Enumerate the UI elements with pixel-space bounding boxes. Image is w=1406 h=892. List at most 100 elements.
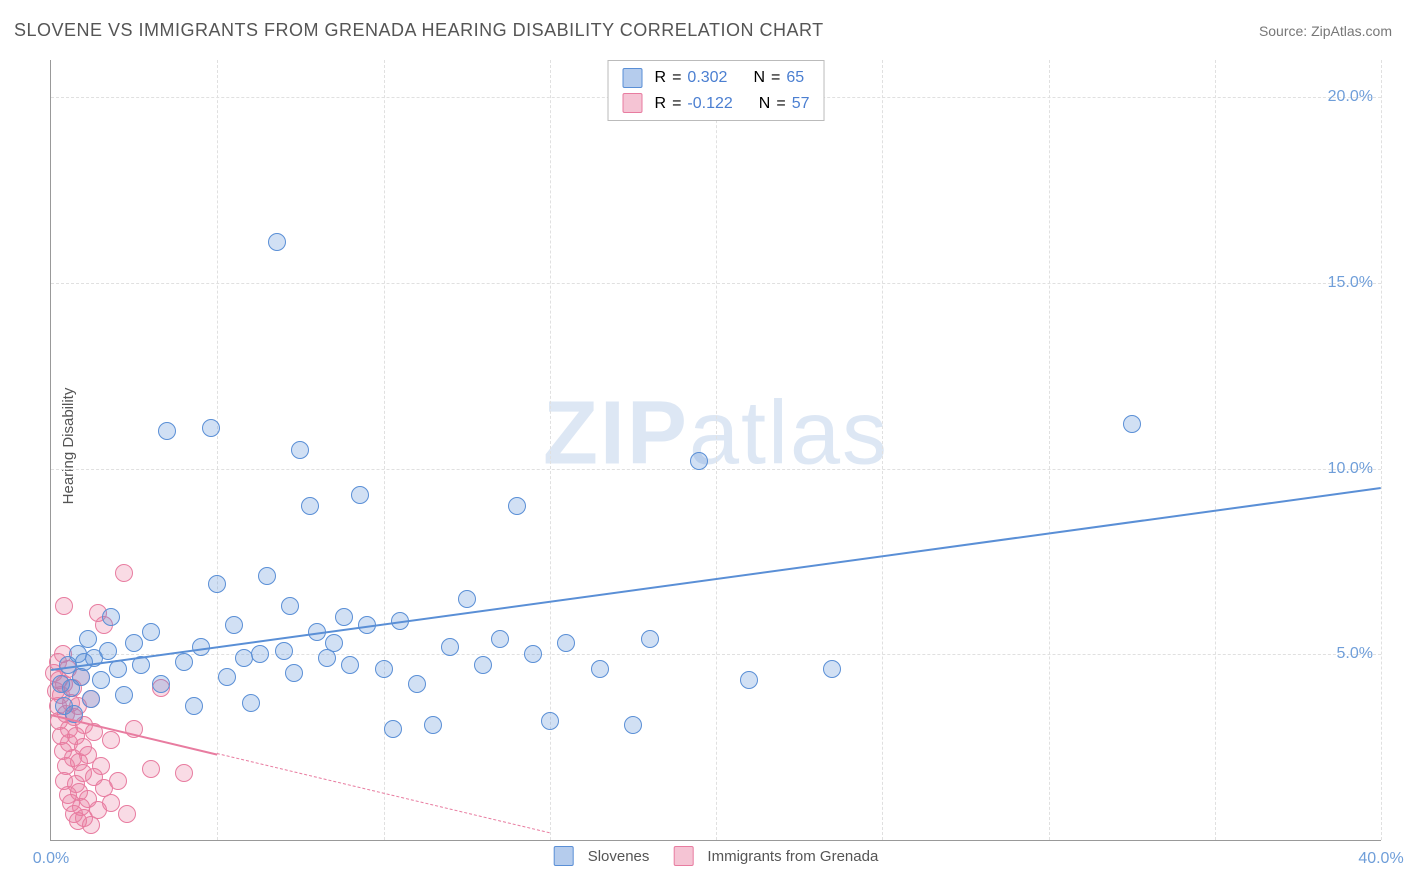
eq-sign: = — [672, 65, 681, 91]
series-legend: Slovenes Immigrants from Grenada — [554, 846, 879, 866]
data-point-slovenes — [740, 671, 758, 689]
data-point-slovenes — [218, 668, 236, 686]
data-point-slovenes — [335, 608, 353, 626]
scatter-plot-area: ZIPatlas R = 0.302 N = 65 R = -0.122 N =… — [50, 60, 1381, 841]
data-point-slovenes — [258, 567, 276, 585]
data-point-grenada — [109, 772, 127, 790]
data-point-slovenes — [474, 656, 492, 674]
data-point-slovenes — [823, 660, 841, 678]
data-point-grenada — [102, 731, 120, 749]
n-label: N — [759, 91, 771, 117]
data-point-slovenes — [384, 720, 402, 738]
eq-sign: = — [776, 91, 785, 117]
stats-row-grenada: R = -0.122 N = 57 — [623, 91, 810, 117]
y-tick-label: 10.0% — [1328, 460, 1373, 478]
gridline-v — [882, 60, 883, 840]
legend-item-grenada: Immigrants from Grenada — [673, 846, 878, 866]
data-point-slovenes — [1123, 415, 1141, 433]
gridline-v — [1381, 60, 1382, 840]
data-point-slovenes — [99, 642, 117, 660]
chart-header: SLOVENE VS IMMIGRANTS FROM GRENADA HEARI… — [14, 20, 1392, 41]
x-tick-label: 40.0% — [1358, 850, 1403, 868]
data-point-slovenes — [291, 441, 309, 459]
data-point-slovenes — [624, 716, 642, 734]
chart-title: SLOVENE VS IMMIGRANTS FROM GRENADA HEARI… — [14, 20, 824, 41]
gridline-v — [716, 60, 717, 840]
n-value-grenada: 57 — [792, 91, 810, 117]
data-point-slovenes — [208, 575, 226, 593]
eq-sign: = — [771, 65, 780, 91]
data-point-slovenes — [424, 716, 442, 734]
data-point-slovenes — [82, 690, 100, 708]
y-tick-label: 20.0% — [1328, 88, 1373, 106]
data-point-slovenes — [541, 712, 559, 730]
data-point-slovenes — [325, 634, 343, 652]
data-point-slovenes — [185, 697, 203, 715]
data-point-slovenes — [142, 623, 160, 641]
data-point-slovenes — [79, 630, 97, 648]
swatch-slovenes — [554, 846, 574, 866]
chart-source: Source: ZipAtlas.com — [1259, 23, 1392, 39]
data-point-slovenes — [557, 634, 575, 652]
legend-label-grenada: Immigrants from Grenada — [707, 848, 878, 865]
data-point-slovenes — [235, 649, 253, 667]
gridline-v — [217, 60, 218, 840]
stats-legend: R = 0.302 N = 65 R = -0.122 N = 57 — [608, 60, 825, 121]
eq-sign: = — [672, 91, 681, 117]
data-point-slovenes — [202, 419, 220, 437]
r-label: R — [655, 65, 667, 91]
legend-label-slovenes: Slovenes — [588, 848, 650, 865]
data-point-slovenes — [102, 608, 120, 626]
data-point-slovenes — [351, 486, 369, 504]
data-point-grenada — [55, 597, 73, 615]
data-point-slovenes — [441, 638, 459, 656]
data-point-grenada — [92, 757, 110, 775]
data-point-slovenes — [281, 597, 299, 615]
data-point-slovenes — [225, 616, 243, 634]
data-point-slovenes — [285, 664, 303, 682]
data-point-slovenes — [591, 660, 609, 678]
data-point-slovenes — [152, 675, 170, 693]
y-tick-label: 5.0% — [1337, 645, 1373, 663]
swatch-grenada — [673, 846, 693, 866]
r-value-grenada: -0.122 — [687, 91, 732, 117]
data-point-slovenes — [175, 653, 193, 671]
data-point-slovenes — [109, 660, 127, 678]
r-label: R — [655, 91, 667, 117]
data-point-slovenes — [301, 497, 319, 515]
data-point-slovenes — [508, 497, 526, 515]
data-point-grenada — [118, 805, 136, 823]
data-point-slovenes — [251, 645, 269, 663]
data-point-slovenes — [92, 671, 110, 689]
data-point-slovenes — [524, 645, 542, 663]
n-label: N — [753, 65, 765, 91]
data-point-slovenes — [268, 233, 286, 251]
x-tick-label: 0.0% — [33, 850, 69, 868]
data-point-grenada — [142, 760, 160, 778]
r-value-slovenes: 0.302 — [687, 65, 727, 91]
data-point-slovenes — [275, 642, 293, 660]
data-point-slovenes — [641, 630, 659, 648]
data-point-slovenes — [115, 686, 133, 704]
y-tick-label: 15.0% — [1328, 274, 1373, 292]
stats-row-slovenes: R = 0.302 N = 65 — [623, 65, 810, 91]
data-point-slovenes — [408, 675, 426, 693]
gridline-v — [1215, 60, 1216, 840]
gridline-v — [384, 60, 385, 840]
data-point-grenada — [175, 764, 193, 782]
data-point-slovenes — [458, 590, 476, 608]
data-point-slovenes — [491, 630, 509, 648]
data-point-grenada — [102, 794, 120, 812]
n-value-slovenes: 65 — [786, 65, 804, 91]
data-point-slovenes — [375, 660, 393, 678]
data-point-grenada — [115, 564, 133, 582]
swatch-grenada — [623, 93, 643, 113]
swatch-slovenes — [623, 68, 643, 88]
data-point-slovenes — [125, 634, 143, 652]
legend-item-slovenes: Slovenes — [554, 846, 650, 866]
data-point-slovenes — [158, 422, 176, 440]
gridline-v — [1049, 60, 1050, 840]
data-point-slovenes — [690, 452, 708, 470]
data-point-slovenes — [242, 694, 260, 712]
data-point-slovenes — [341, 656, 359, 674]
